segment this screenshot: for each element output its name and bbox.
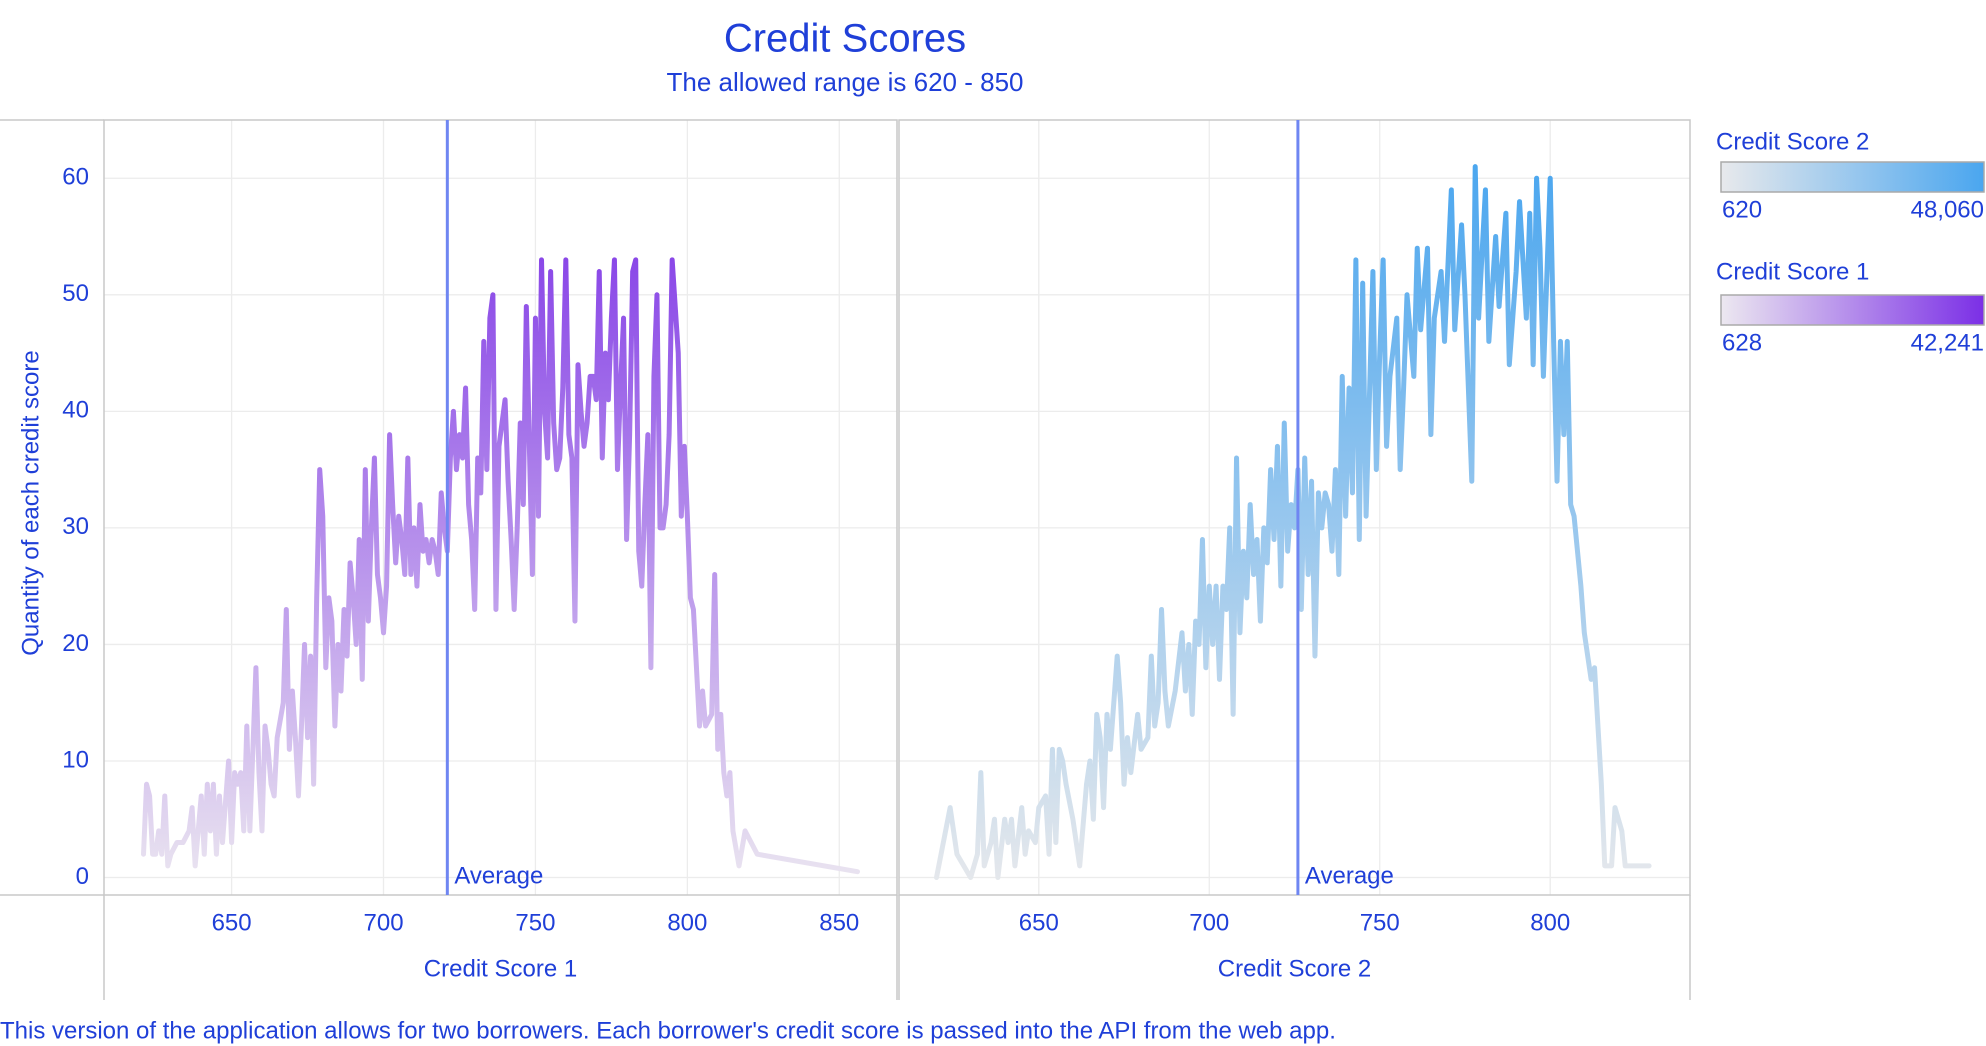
chart-title: Credit Scores — [724, 17, 966, 61]
x-tick-label: 700 — [364, 909, 404, 936]
x-tick-label: 750 — [1360, 909, 1400, 936]
y-tick-label: 60 — [62, 164, 89, 191]
legend-min-label: 628 — [1722, 329, 1762, 356]
y-tick-label: 20 — [62, 630, 89, 657]
legend-title: Credit Score 1 — [1716, 258, 1869, 285]
legend-title: Credit Score 2 — [1716, 128, 1869, 155]
x-tick-label: 750 — [515, 909, 555, 936]
plot-frame — [103, 119, 898, 896]
footnote: This version of the application allows f… — [0, 1017, 1336, 1044]
y-tick-label: 50 — [62, 280, 89, 307]
plot-frame — [898, 119, 1691, 896]
y-tick-label: 0 — [76, 863, 89, 890]
x-tick-label: 800 — [667, 909, 707, 936]
legend-gradient — [1720, 294, 1985, 326]
x-axis-label: Credit Score 1 — [424, 955, 577, 982]
x-axis-label: Credit Score 2 — [1218, 955, 1371, 982]
legend-max-label: 42,241 — [1911, 329, 1984, 356]
x-tick-label: 650 — [212, 909, 252, 936]
x-tick-label: 700 — [1189, 909, 1229, 936]
legend-gradient — [1720, 161, 1985, 193]
y-tick-label: 10 — [62, 746, 89, 773]
data-line — [934, 164, 1652, 881]
average-label: Average — [1305, 862, 1394, 889]
y-axis-label: Quantity of each credit score — [17, 350, 44, 655]
y-tick-label: 40 — [62, 397, 89, 424]
x-tick-label: 850 — [819, 909, 859, 936]
x-tick-label: 650 — [1019, 909, 1059, 936]
y-tick-label: 30 — [62, 513, 89, 540]
data-line — [141, 257, 860, 875]
legend-min-label: 620 — [1722, 196, 1762, 223]
chart-subtitle: The allowed range is 620 - 850 — [666, 67, 1023, 97]
legend-max-label: 48,060 — [1911, 196, 1984, 223]
x-tick-label: 800 — [1530, 909, 1570, 936]
average-label: Average — [454, 862, 543, 889]
plot-background — [104, 120, 897, 895]
